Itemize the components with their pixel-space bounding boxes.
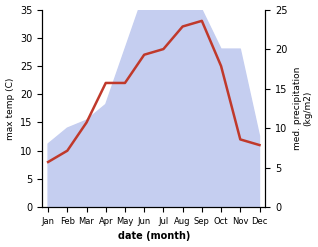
Y-axis label: med. precipitation
(kg/m2): med. precipitation (kg/m2) — [293, 67, 313, 150]
X-axis label: date (month): date (month) — [118, 231, 190, 242]
Y-axis label: max temp (C): max temp (C) — [5, 77, 15, 140]
